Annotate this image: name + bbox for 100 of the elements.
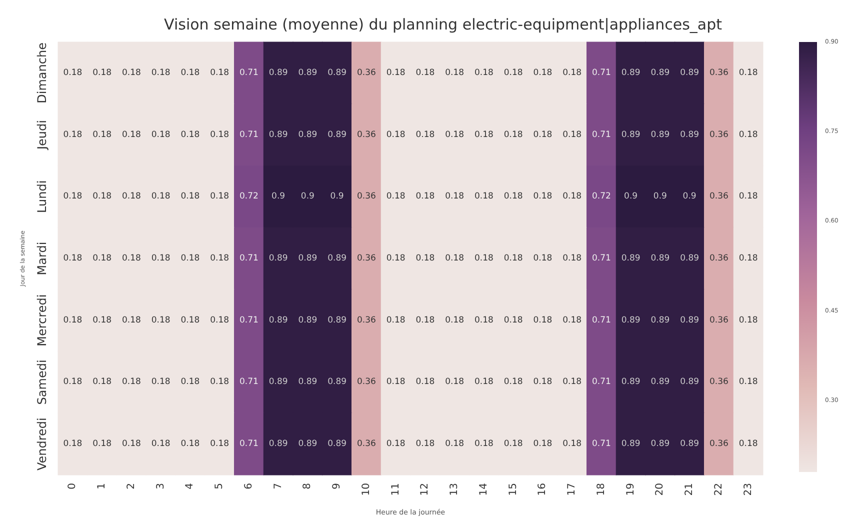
data-label: 0.89 (298, 130, 318, 140)
data-label: 0.36 (356, 254, 376, 264)
data-label: 0.18 (474, 377, 494, 388)
y-tick-label: Jeudi (35, 120, 49, 151)
data-label: 0.9 (682, 192, 696, 202)
data-label: 0.18 (63, 130, 82, 140)
data-label: 0.89 (680, 254, 700, 264)
data-label: 0.89 (621, 377, 640, 388)
data-label: 0.18 (533, 377, 552, 388)
data-label: 0.89 (268, 130, 288, 140)
data-label: 0.18 (504, 68, 523, 78)
data-label: 0.89 (621, 439, 640, 450)
data-label: 0.18 (92, 192, 112, 202)
data-label: 0.18 (92, 315, 112, 326)
data-label: 0.89 (680, 130, 700, 140)
x-tick-label: 13 (449, 483, 460, 496)
x-tick-label: 12 (420, 483, 431, 496)
data-label: 0.9 (624, 192, 638, 202)
data-label: 0.18 (210, 439, 230, 450)
data-label: 0.18 (738, 254, 758, 264)
data-label: 0.18 (504, 254, 523, 264)
data-label: 0.18 (504, 377, 523, 388)
data-label: 0.18 (180, 254, 200, 264)
data-label: 0.18 (738, 68, 758, 78)
data-label: 0.18 (562, 192, 582, 202)
data-label: 0.89 (621, 315, 640, 326)
data-label: 0.18 (445, 254, 464, 264)
data-label: 0.18 (738, 192, 758, 202)
x-tick-label: 1 (96, 483, 108, 490)
data-label: 0.18 (562, 439, 582, 450)
data-label: 0.18 (562, 254, 582, 264)
data-label: 0.89 (298, 254, 318, 264)
data-label: 0.18 (416, 68, 435, 78)
data-label: 0.18 (210, 254, 230, 264)
data-label: 0.18 (738, 315, 758, 326)
data-label: 0.18 (416, 377, 435, 388)
data-label: 0.18 (416, 130, 435, 140)
data-label: 0.89 (328, 439, 347, 450)
data-label: 0.18 (386, 315, 406, 326)
data-label: 0.18 (122, 439, 141, 450)
data-label: 0.18 (533, 439, 552, 450)
data-label: 0.18 (474, 130, 494, 140)
data-label: 0.18 (92, 377, 112, 388)
data-label: 0.71 (592, 254, 611, 264)
data-label: 0.71 (592, 439, 611, 450)
x-tick-label: 6 (243, 483, 254, 490)
data-label: 0.71 (592, 377, 611, 388)
data-label: 0.89 (328, 377, 347, 388)
data-label: 0.18 (151, 192, 170, 202)
data-label: 0.18 (151, 130, 170, 140)
data-label: 0.18 (92, 130, 112, 140)
x-tick-label: 8 (302, 483, 314, 490)
data-label: 0.89 (650, 377, 670, 388)
data-label: 0.89 (680, 68, 700, 78)
x-tick-label: 11 (390, 483, 402, 496)
x-tick-label: 10 (360, 483, 372, 496)
x-tick-label: 21 (684, 483, 696, 496)
data-label: 0.18 (122, 192, 141, 202)
data-label: 0.89 (650, 68, 670, 78)
data-label: 0.18 (738, 377, 758, 388)
data-label: 0.36 (709, 439, 728, 450)
data-label: 0.89 (328, 315, 347, 326)
data-label: 0.18 (738, 439, 758, 450)
data-label: 0.18 (151, 315, 170, 326)
data-label: 0.36 (356, 315, 376, 326)
data-label: 0.18 (562, 68, 582, 78)
data-label: 0.36 (356, 377, 376, 388)
data-label: 0.71 (239, 315, 258, 326)
data-label: 0.89 (650, 439, 670, 450)
data-label: 0.18 (386, 377, 406, 388)
data-label: 0.18 (63, 68, 82, 78)
data-label: 0.18 (474, 254, 494, 264)
data-label: 0.18 (533, 254, 552, 264)
data-label: 0.18 (122, 68, 141, 78)
data-label: 0.71 (239, 254, 258, 264)
data-label: 0.18 (151, 439, 170, 450)
data-label: 0.36 (709, 315, 728, 326)
data-label: 0.18 (63, 439, 82, 450)
data-label: 0.18 (474, 68, 494, 78)
x-tick-label: 0 (67, 483, 78, 490)
data-label: 0.71 (239, 68, 258, 78)
data-label: 0.9 (653, 192, 667, 202)
x-tick-label: 23 (742, 483, 754, 496)
data-label: 0.71 (239, 377, 258, 388)
data-label: 0.89 (650, 130, 670, 140)
data-label: 0.71 (239, 439, 258, 450)
data-label: 0.36 (709, 130, 728, 140)
data-label: 0.89 (268, 315, 288, 326)
y-tick-label: Vendredi (35, 418, 49, 471)
data-label: 0.71 (592, 130, 611, 140)
data-label: 0.36 (709, 377, 728, 388)
data-label: 0.18 (416, 254, 435, 264)
data-label: 0.18 (92, 439, 112, 450)
data-label: 0.71 (592, 68, 611, 78)
data-label: 0.18 (504, 130, 523, 140)
x-tick-label: 16 (537, 483, 548, 496)
data-label: 0.89 (328, 254, 347, 264)
data-label: 0.18 (180, 68, 200, 78)
data-label: 0.89 (621, 68, 640, 78)
data-label: 0.9 (300, 192, 314, 202)
